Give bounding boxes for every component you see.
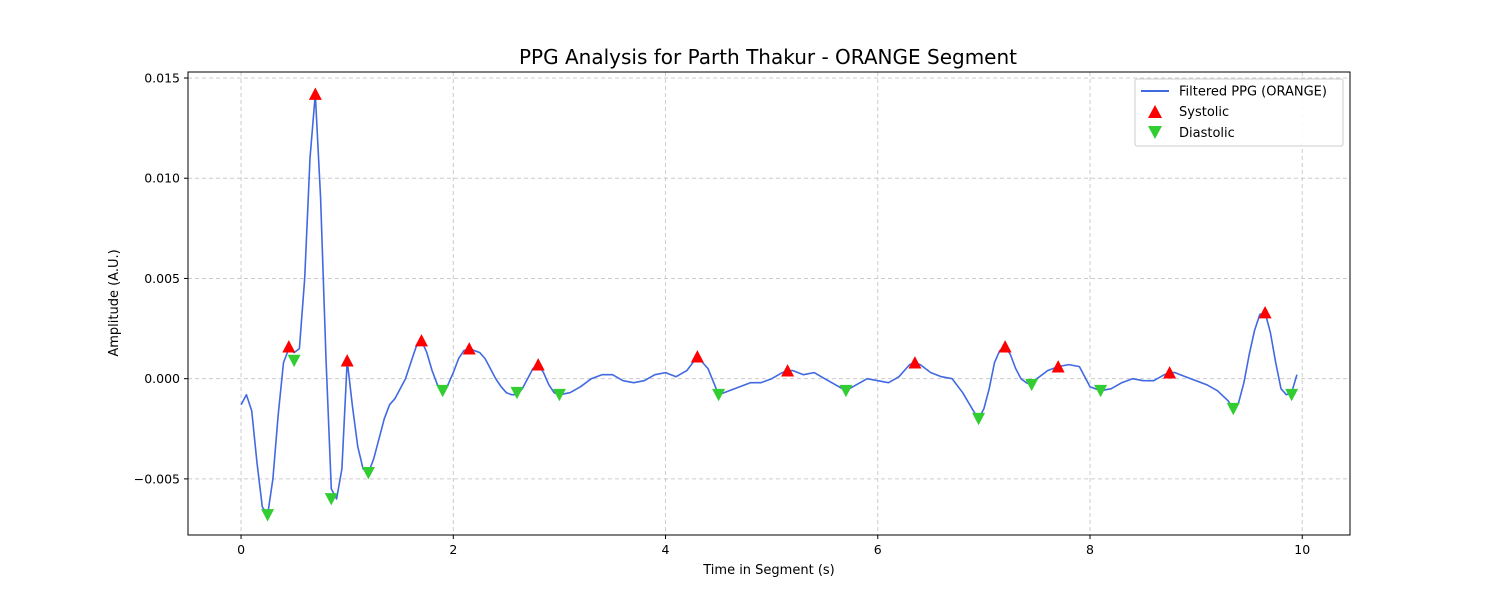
diastolic-trough-marker [287, 354, 301, 368]
grid [188, 72, 1350, 535]
x-tick-label: 10 [1294, 542, 1310, 557]
x-tick-label: 6 [874, 542, 882, 557]
diastolic-trough-marker [361, 467, 375, 480]
diastolic-trough-marker [712, 388, 726, 402]
systolic-peak-marker [781, 364, 795, 377]
diastolic-trough-marker [839, 384, 853, 398]
y-axis-label: Amplitude (A.U.) [107, 249, 122, 356]
x-axis-ticks: 0 2 4 6 8 10 [237, 535, 1310, 557]
diastolic-trough-marker [1285, 388, 1299, 402]
systolic-peak-marker [1163, 366, 1177, 379]
chart-title: PPG Analysis for Parth Thakur - ORANGE S… [519, 45, 1017, 69]
legend-label-filtered-ppg: Filtered PPG (ORANGE) [1179, 85, 1327, 100]
systolic-peak-marker [531, 358, 545, 371]
y-tick-label: −0.005 [134, 471, 180, 486]
x-tick-label: 0 [237, 542, 245, 557]
y-tick-label: 0.010 [144, 171, 180, 186]
legend-label-diastolic: Diastolic [1179, 126, 1235, 141]
legend-systolic-marker [1148, 105, 1162, 118]
x-tick-label: 8 [1086, 542, 1094, 557]
legend: Filtered PPG (ORANGE) Systolic Diastolic [1134, 78, 1344, 147]
x-tick-label: 2 [449, 542, 457, 557]
diastolic-trough-marker [436, 384, 450, 398]
systolic-peak-marker [998, 340, 1012, 353]
ppg-signal-line [240, 93, 1298, 516]
plot-frame [187, 71, 1351, 536]
systolic-peak-marker [282, 340, 296, 353]
legend-box [1134, 78, 1344, 147]
y-tick-label: 0.015 [144, 71, 180, 86]
systolic-peak-marker [414, 334, 428, 347]
diastolic-trough-marker [261, 509, 275, 522]
systolic-peak-marker [462, 342, 476, 355]
y-axis-ticks: −0.005 0.000 0.005 0.010 0.015 [134, 71, 188, 486]
diastolic-trough-marker [972, 412, 986, 426]
systolic-peak-marker [308, 87, 322, 100]
diastolic-trough-marker [552, 388, 566, 402]
plot-area [240, 87, 1299, 522]
systolic-peak-marker [908, 356, 922, 369]
diastolic-trough-marker [1226, 402, 1240, 416]
y-tick-label: 0.005 [144, 271, 180, 286]
diastolic-trough-marker [1025, 378, 1039, 392]
systolic-peak-marker [690, 350, 704, 363]
systolic-peak-marker [1051, 360, 1065, 373]
diastolic-trough-marker [324, 493, 338, 506]
y-tick-label: 0.000 [144, 371, 180, 386]
x-axis-label: Time in Segment (s) [702, 563, 834, 578]
systolic-peak-marker [1258, 306, 1272, 319]
diastolic-trough-marker [1094, 384, 1108, 398]
legend-diastolic-marker [1148, 126, 1162, 139]
systolic-peak-marker [340, 354, 354, 367]
legend-label-systolic: Systolic [1179, 105, 1229, 120]
diastolic-trough-marker [510, 386, 524, 400]
x-tick-label: 4 [662, 542, 670, 557]
